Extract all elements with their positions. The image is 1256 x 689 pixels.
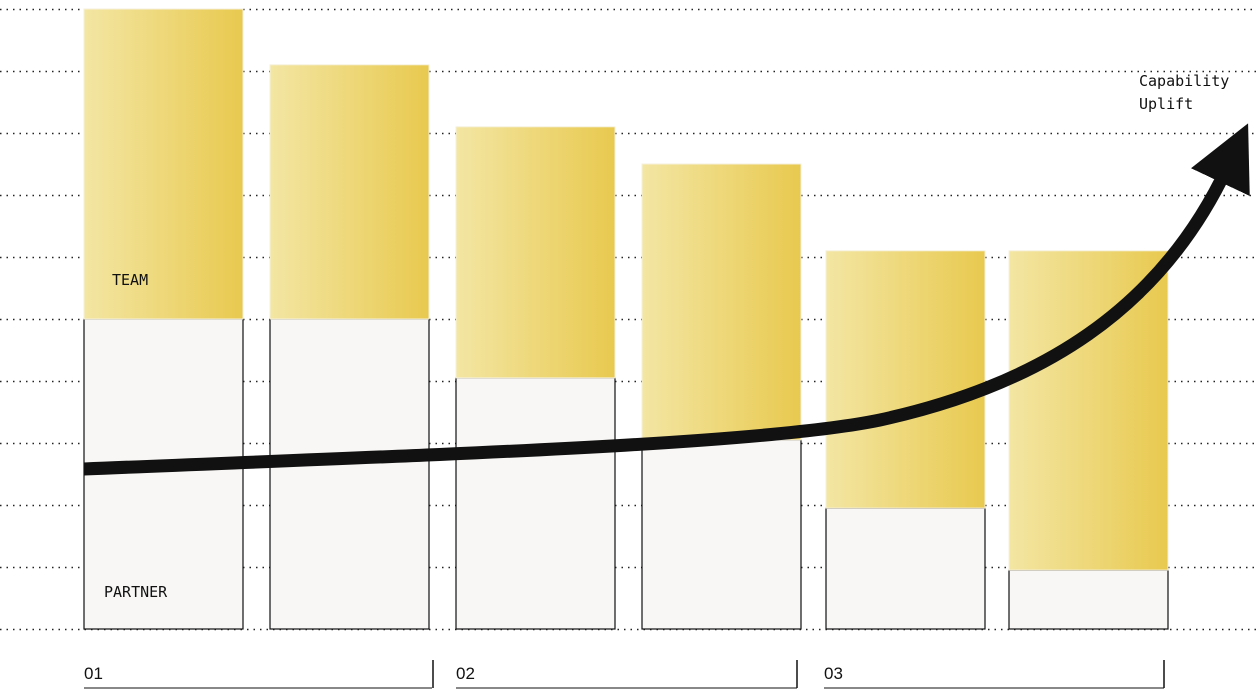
section-label-02: 02 [456, 664, 475, 683]
section-axis: 01 02 03 [84, 660, 1165, 689]
bar-partner [1008, 569, 1169, 630]
capability-uplift-curve [83, 123, 1250, 476]
bar-team [641, 163, 802, 441]
series-label-team: TEAM [112, 271, 148, 289]
bar-partner [455, 377, 616, 630]
trend-layer [83, 123, 1250, 476]
bar-team [269, 64, 430, 320]
bar-partner [825, 507, 986, 630]
curve-label-line-2: Uplift [1139, 95, 1193, 113]
bar-team [1008, 250, 1169, 571]
bar-team [825, 250, 986, 509]
series-labels: TEAM PARTNER [104, 271, 168, 601]
bar-partner [641, 439, 802, 630]
series-label-partner: PARTNER [104, 583, 168, 601]
curve-label: Capability Uplift [1139, 72, 1229, 113]
section-label-03: 03 [824, 664, 843, 683]
bar-layer [83, 8, 1169, 630]
bar-team [455, 126, 616, 379]
bar-partner [269, 318, 430, 630]
curve-label-line-1: Capability [1139, 72, 1229, 90]
section-label-01: 01 [84, 664, 103, 683]
bar-team [83, 8, 244, 320]
